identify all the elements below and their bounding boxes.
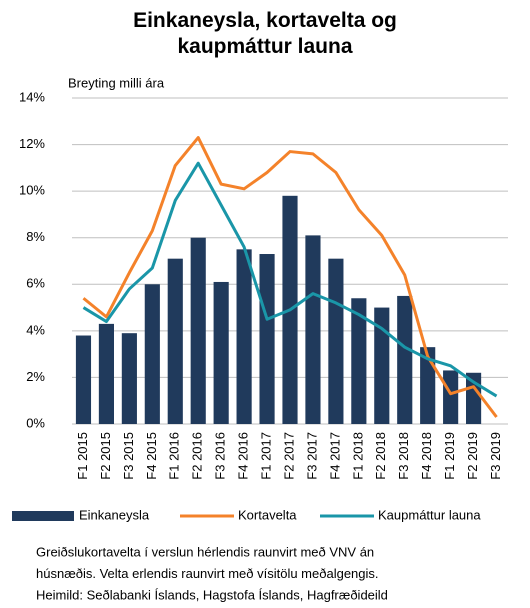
- y-tick-label: 8%: [26, 229, 45, 244]
- x-tick-label: F1 2015: [75, 432, 90, 480]
- bar: [351, 298, 367, 424]
- legend-label: Kaupmáttur launa: [378, 507, 481, 522]
- x-tick-label: F1 2016: [167, 432, 182, 480]
- legend-swatch: [12, 511, 74, 521]
- bar: [236, 249, 252, 424]
- x-tick-label: F4 2015: [144, 432, 159, 480]
- x-tick-label: F2 2018: [373, 432, 388, 480]
- line: [82, 136, 498, 418]
- x-tick-label: F4 2016: [236, 432, 251, 480]
- bar: [374, 307, 390, 424]
- bar: [213, 281, 229, 424]
- x-tick-label: F4 2017: [327, 432, 342, 480]
- x-tick-label: F2 2015: [98, 432, 113, 480]
- x-tick-label: F1 2017: [258, 432, 273, 480]
- note: húsnæðis. Velta erlendis raunvirt með ví…: [36, 566, 379, 581]
- y-tick-label: 2%: [26, 369, 45, 384]
- y-tick-label: 10%: [19, 183, 45, 198]
- x-tick-label: F4 2018: [419, 432, 434, 480]
- note: Greiðslukortavelta í verslun hérlendis r…: [36, 544, 374, 559]
- x-tick-label: F2 2016: [190, 432, 205, 480]
- bar: [121, 333, 137, 424]
- legend-label: Kortavelta: [238, 507, 297, 522]
- x-tick-label: F3 2016: [213, 432, 228, 480]
- bar: [144, 284, 160, 424]
- chart-title: Einkaneysla, kortavelta og kaupmáttur la…: [133, 9, 397, 58]
- y-tick-label: 14%: [19, 89, 45, 104]
- x-tick-label: F2 2017: [281, 432, 296, 480]
- x-tick-label: F1 2019: [442, 432, 457, 480]
- x-tick-label: F2 2019: [465, 432, 480, 480]
- bar: [75, 335, 92, 424]
- line: [82, 161, 498, 398]
- bar: [98, 323, 114, 424]
- y-tick-label: 12%: [19, 136, 45, 151]
- bar: [420, 347, 436, 424]
- x-tick-label: F3 2015: [121, 432, 136, 480]
- bar: [328, 258, 344, 424]
- note: Heimild: Seðlabanki Íslands, Hagstofa Ís…: [36, 587, 388, 602]
- y-tick-label: 6%: [26, 276, 45, 291]
- bar: [397, 295, 413, 424]
- bar: [259, 254, 275, 424]
- x-tick-label: F3 2017: [304, 432, 319, 480]
- y-axis-label: Breyting milli ára: [68, 75, 165, 90]
- x-tick-label: F3 2018: [396, 432, 411, 480]
- bar: [305, 235, 321, 424]
- bar: [167, 258, 183, 424]
- x-tick-label: F1 2018: [350, 432, 365, 480]
- x-tick-label: F3 2019: [488, 432, 503, 480]
- y-tick-label: 4%: [26, 322, 45, 337]
- bar: [190, 237, 206, 424]
- y-tick-label: 0%: [26, 415, 45, 430]
- legend-label: Einkaneysla: [79, 507, 150, 522]
- bar: [443, 370, 459, 424]
